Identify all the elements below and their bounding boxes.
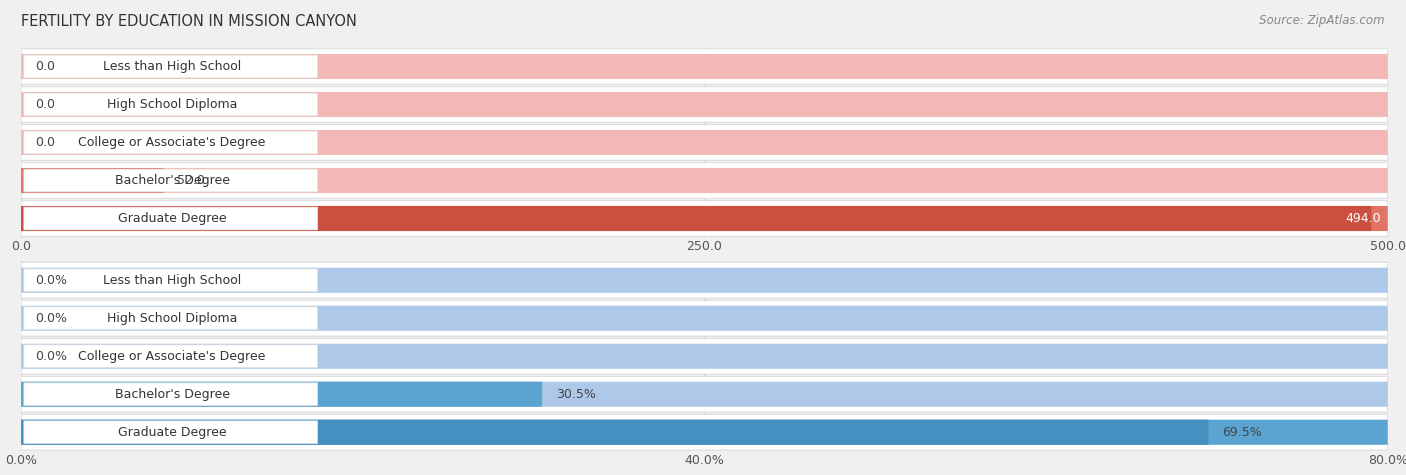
FancyBboxPatch shape [21,382,1388,407]
Text: FERTILITY BY EDUCATION IN MISSION CANYON: FERTILITY BY EDUCATION IN MISSION CANYON [21,14,357,29]
Text: Graduate Degree: Graduate Degree [118,212,226,225]
Text: Graduate Degree: Graduate Degree [118,426,226,439]
FancyBboxPatch shape [24,207,318,230]
FancyBboxPatch shape [24,169,318,192]
FancyBboxPatch shape [21,200,1388,237]
FancyBboxPatch shape [21,344,1388,369]
FancyBboxPatch shape [21,130,1388,155]
FancyBboxPatch shape [21,420,1388,445]
Text: College or Associate's Degree: College or Associate's Degree [79,350,266,363]
Text: 0.0%: 0.0% [35,312,66,325]
Text: High School Diploma: High School Diploma [107,98,238,111]
FancyBboxPatch shape [21,420,1208,445]
Text: 30.5%: 30.5% [555,388,596,401]
FancyBboxPatch shape [21,168,163,193]
FancyBboxPatch shape [24,307,318,330]
Text: 69.5%: 69.5% [1222,426,1261,439]
FancyBboxPatch shape [21,414,1388,450]
FancyBboxPatch shape [24,269,318,292]
FancyBboxPatch shape [21,48,1388,85]
Text: Bachelor's Degree: Bachelor's Degree [115,388,229,401]
FancyBboxPatch shape [24,345,318,368]
FancyBboxPatch shape [21,92,1388,117]
Text: Bachelor's Degree: Bachelor's Degree [115,174,229,187]
FancyBboxPatch shape [24,421,318,444]
FancyBboxPatch shape [21,206,1388,231]
Text: 0.0: 0.0 [35,136,55,149]
Text: 0.0%: 0.0% [35,350,66,363]
FancyBboxPatch shape [21,86,1388,123]
FancyBboxPatch shape [21,268,1388,293]
FancyBboxPatch shape [24,131,318,154]
FancyBboxPatch shape [21,300,1388,336]
FancyBboxPatch shape [21,206,1371,231]
Text: College or Associate's Degree: College or Associate's Degree [79,136,266,149]
Text: Less than High School: Less than High School [103,274,242,287]
Text: 0.0: 0.0 [35,60,55,73]
Text: 0.0: 0.0 [35,98,55,111]
Text: 494.0: 494.0 [1346,212,1381,225]
FancyBboxPatch shape [21,262,1388,298]
FancyBboxPatch shape [24,93,318,116]
FancyBboxPatch shape [21,338,1388,374]
FancyBboxPatch shape [21,124,1388,161]
FancyBboxPatch shape [24,383,318,406]
FancyBboxPatch shape [21,162,1388,199]
Text: 0.0%: 0.0% [35,274,66,287]
Text: Less than High School: Less than High School [103,60,242,73]
FancyBboxPatch shape [21,376,1388,412]
FancyBboxPatch shape [21,168,1388,193]
FancyBboxPatch shape [21,54,1388,79]
FancyBboxPatch shape [21,382,543,407]
FancyBboxPatch shape [21,306,1388,331]
FancyBboxPatch shape [24,55,318,78]
Text: 52.0: 52.0 [177,174,205,187]
Text: Source: ZipAtlas.com: Source: ZipAtlas.com [1260,14,1385,27]
Text: High School Diploma: High School Diploma [107,312,238,325]
